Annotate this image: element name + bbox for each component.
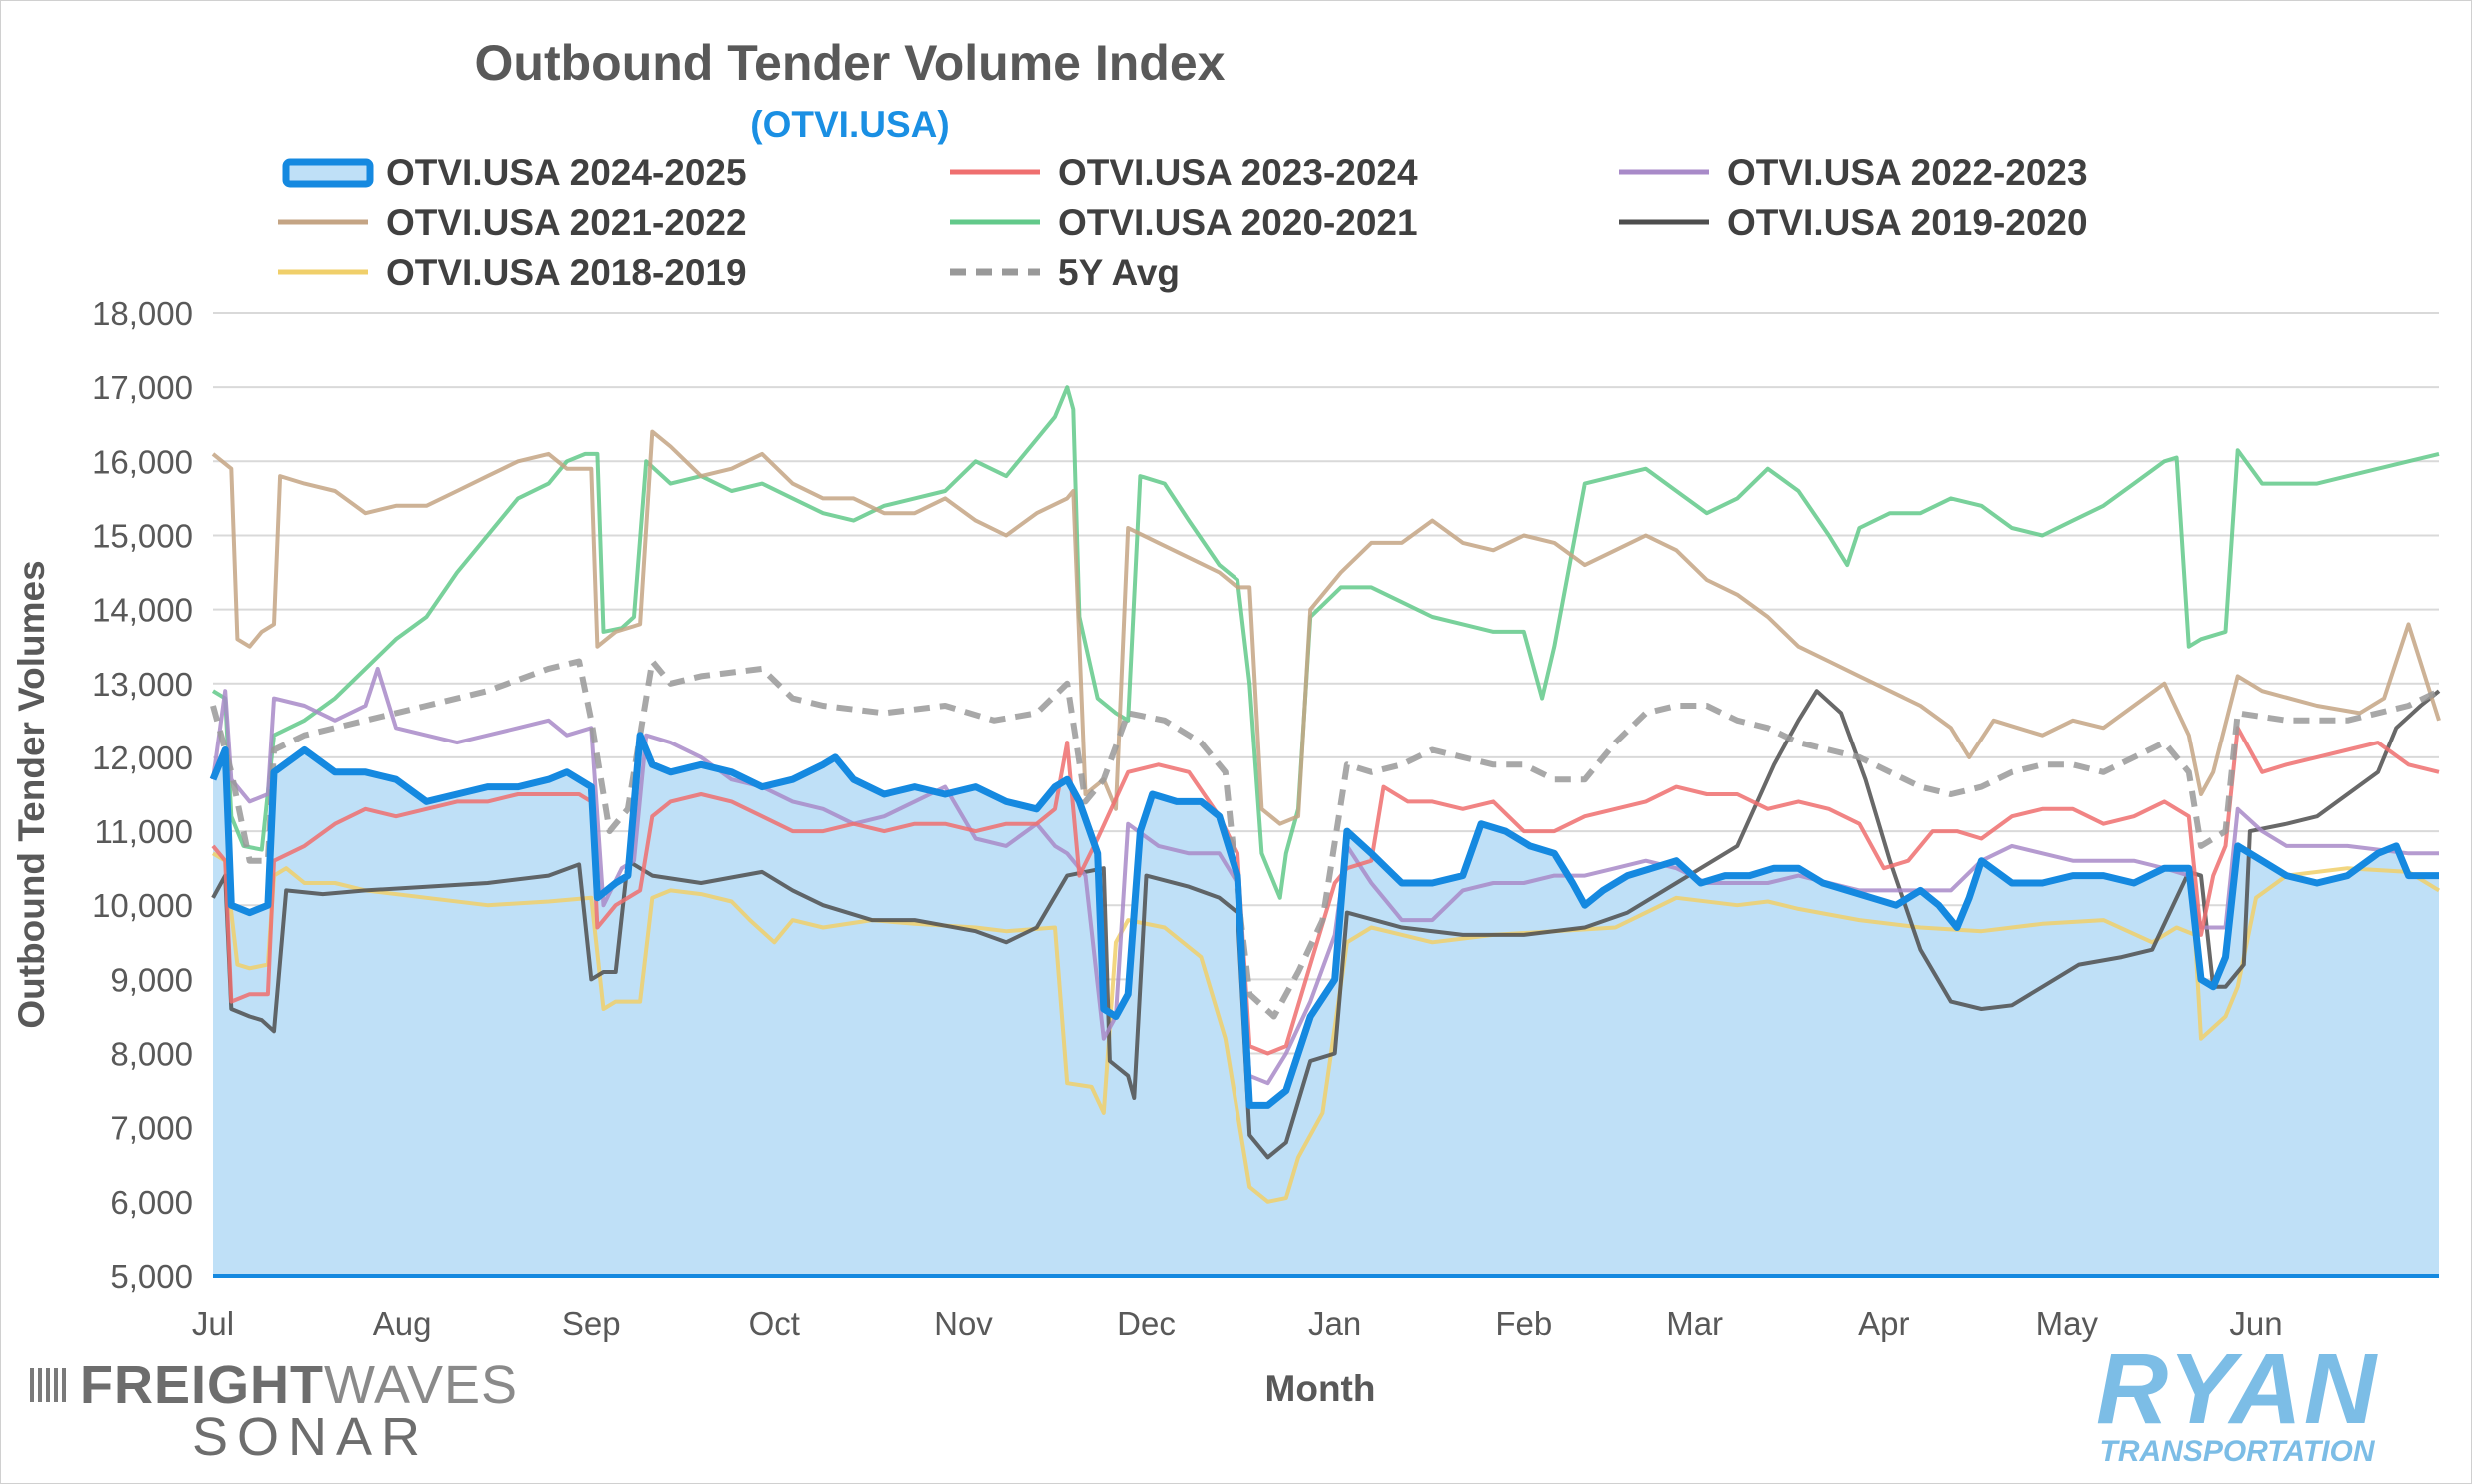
x-tick-label: Mar (1666, 1305, 1723, 1342)
y-tick-label: 8,000 (110, 1036, 193, 1073)
sonar-wordmark: SONAR (192, 1407, 430, 1467)
transportation-wordmark: TRANSPORTATION (2099, 1435, 2375, 1468)
y-tick-label: 13,000 (92, 666, 193, 703)
y-tick-label: 12,000 (92, 740, 193, 776)
ryan-wordmark: RYAN (2095, 1333, 2379, 1445)
x-tick-label: Apr (1858, 1305, 1909, 1342)
chart-subtitle: (OTVI.USA) (750, 104, 950, 145)
legend-label: 5Y Avg (1058, 252, 1180, 293)
x-tick-label: Dec (1117, 1305, 1176, 1342)
y-axis-title: Outbound Tender Volumes (11, 560, 52, 1028)
y-tick-label: 7,000 (110, 1110, 193, 1147)
legend-label: OTVI.USA 2018-2019 (386, 252, 747, 293)
y-tick-label: 6,000 (110, 1184, 193, 1221)
legend-label: OTVI.USA 2022-2023 (1727, 152, 2088, 193)
x-tick-label: Aug (373, 1305, 432, 1342)
y-tick-label: 10,000 (92, 887, 193, 924)
series-line (211, 429, 2441, 826)
y-axis-ticks: 5,000 6,000 7,000 8,000 9,000 10,000 11,000 12,… (92, 295, 193, 1295)
x-tick-label: Sep (562, 1305, 621, 1342)
x-tick-label: Jul (192, 1305, 234, 1342)
series-line (211, 385, 2440, 900)
y-tick-label: 11,000 (95, 813, 193, 850)
x-tick-label: Jan (1308, 1305, 1361, 1342)
legend-item: OTVI.USA 2018-2019 (278, 252, 747, 293)
legend-label: OTVI.USA 2024-2025 (386, 152, 747, 193)
y-tick-label: 9,000 (110, 961, 193, 998)
series-line (211, 666, 2439, 1086)
series-line-2024-2025 (209, 732, 2439, 1109)
chart-title: Outbound Tender Volume Index (474, 35, 1226, 91)
y-tick-label: 16,000 (92, 443, 193, 480)
y-tick-label: 14,000 (92, 592, 193, 629)
x-tick-label: May (2036, 1305, 2099, 1342)
legend-item: OTVI.USA 2022-2023 (1619, 152, 2088, 193)
series-area-2024-2025 (213, 735, 2439, 1276)
series-line (211, 851, 2441, 1204)
legend-item: OTVI.USA 2023-2024 (950, 152, 1418, 193)
series-lines (209, 385, 2441, 1278)
x-tick-label: Feb (1495, 1305, 1552, 1342)
legend-label: OTVI.USA 2023-2024 (1058, 152, 1418, 193)
series-line (211, 689, 2441, 1160)
x-tick-label: Jun (2229, 1305, 2282, 1342)
x-axis-title: Month (1265, 1368, 1376, 1409)
y-tick-label: 17,000 (92, 369, 193, 406)
legend-item: OTVI.USA 2021-2022 (278, 202, 747, 243)
x-tick-label: Nov (934, 1305, 993, 1342)
legend-item: 5Y Avg (950, 252, 1180, 293)
legend-item: OTVI.USA 2019-2020 (1619, 202, 2088, 243)
legend-label: OTVI.USA 2020-2021 (1058, 202, 1418, 243)
y-tick-label: 18,000 (92, 295, 193, 332)
y-tick-label: 5,000 (110, 1258, 193, 1295)
freightwaves-bars-icon (30, 1368, 68, 1402)
legend-item: OTVI.USA 2020-2021 (950, 202, 1418, 243)
series-line (210, 658, 2441, 1020)
legend-label: OTVI.USA 2019-2020 (1727, 202, 2088, 243)
x-axis-ticks: Jul Aug Sep Oct Nov Dec Jan Feb Mar Apr May Jun (192, 1305, 2283, 1342)
legend: OTVI.USA 2024-2025 OTVI.USA 2023-2024 OTVI… (278, 152, 2088, 293)
freightwaves-wordmark: FREIGHTWAVES (80, 1355, 519, 1415)
ryan-transportation-logo: RYAN TRANSPORTATION (2077, 1339, 2397, 1469)
legend-swatch (282, 158, 374, 188)
legend-label: OTVI.USA 2021-2022 (386, 202, 747, 243)
legend-item: OTVI.USA 2024-2025 (282, 152, 747, 193)
series-line (211, 726, 2440, 1056)
x-tick-label: Oct (749, 1305, 800, 1342)
y-tick-label: 15,000 (92, 517, 193, 554)
